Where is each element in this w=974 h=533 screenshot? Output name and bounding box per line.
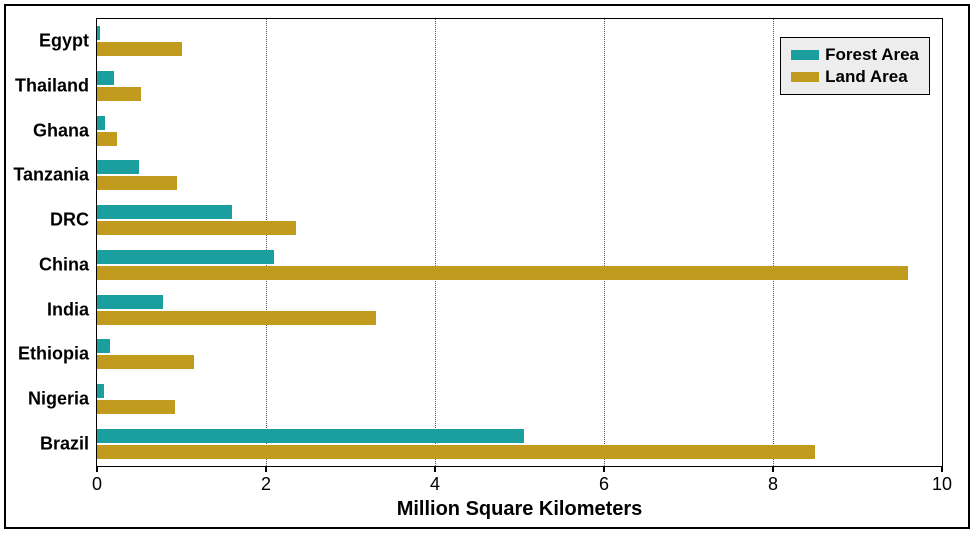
y-axis-label: Egypt xyxy=(39,31,89,52)
y-axis-label: Tanzania xyxy=(13,165,89,186)
bar-land xyxy=(97,266,908,280)
x-tick xyxy=(96,466,98,472)
bar-forest xyxy=(97,71,114,85)
grid-line xyxy=(435,19,436,466)
legend-label-land: Land Area xyxy=(825,66,908,88)
x-tick-label: 0 xyxy=(92,474,102,495)
bar-forest xyxy=(97,205,232,219)
bar-land xyxy=(97,221,296,235)
y-axis-label: DRC xyxy=(50,210,89,231)
y-axis-label: India xyxy=(47,299,89,320)
y-axis-label: Thailand xyxy=(15,76,89,97)
x-tick-label: 8 xyxy=(768,474,778,495)
bar-land xyxy=(97,400,175,414)
chart-container: Forest Area Land Area Million Square Kil… xyxy=(4,4,970,529)
x-tick xyxy=(265,466,267,472)
legend-swatch-land xyxy=(791,72,819,82)
bar-forest xyxy=(97,250,274,264)
y-axis-label: China xyxy=(39,254,89,275)
x-tick xyxy=(434,466,436,472)
bar-land xyxy=(97,445,815,459)
legend-item-land: Land Area xyxy=(791,66,919,88)
legend-item-forest: Forest Area xyxy=(791,44,919,66)
plot-area: Forest Area Land Area Million Square Kil… xyxy=(96,18,943,467)
grid-line xyxy=(266,19,267,466)
bar-land xyxy=(97,42,182,56)
grid-line xyxy=(604,19,605,466)
y-axis-label: Ghana xyxy=(33,120,89,141)
x-tick xyxy=(772,466,774,472)
x-tick-label: 6 xyxy=(599,474,609,495)
bar-forest xyxy=(97,160,139,174)
bar-forest xyxy=(97,116,105,130)
bar-land xyxy=(97,87,141,101)
bar-forest xyxy=(97,26,100,40)
bar-land xyxy=(97,176,177,190)
x-tick-label: 2 xyxy=(261,474,271,495)
legend-swatch-forest xyxy=(791,50,819,60)
y-axis-label: Brazil xyxy=(40,433,89,454)
grid-line xyxy=(773,19,774,466)
x-tick-label: 4 xyxy=(430,474,440,495)
x-tick xyxy=(603,466,605,472)
y-axis-label: Ethiopia xyxy=(18,344,89,365)
bar-land xyxy=(97,311,376,325)
x-tick-label: 10 xyxy=(932,474,952,495)
y-axis-label: Nigeria xyxy=(28,388,89,409)
bar-forest xyxy=(97,295,163,309)
bar-forest xyxy=(97,384,104,398)
x-tick xyxy=(941,466,943,472)
legend-label-forest: Forest Area xyxy=(825,44,919,66)
legend: Forest Area Land Area xyxy=(780,37,930,95)
x-axis-title: Million Square Kilometers xyxy=(397,498,643,521)
bar-land xyxy=(97,355,194,369)
bar-forest xyxy=(97,339,110,353)
bar-land xyxy=(97,132,117,146)
bar-forest xyxy=(97,429,524,443)
